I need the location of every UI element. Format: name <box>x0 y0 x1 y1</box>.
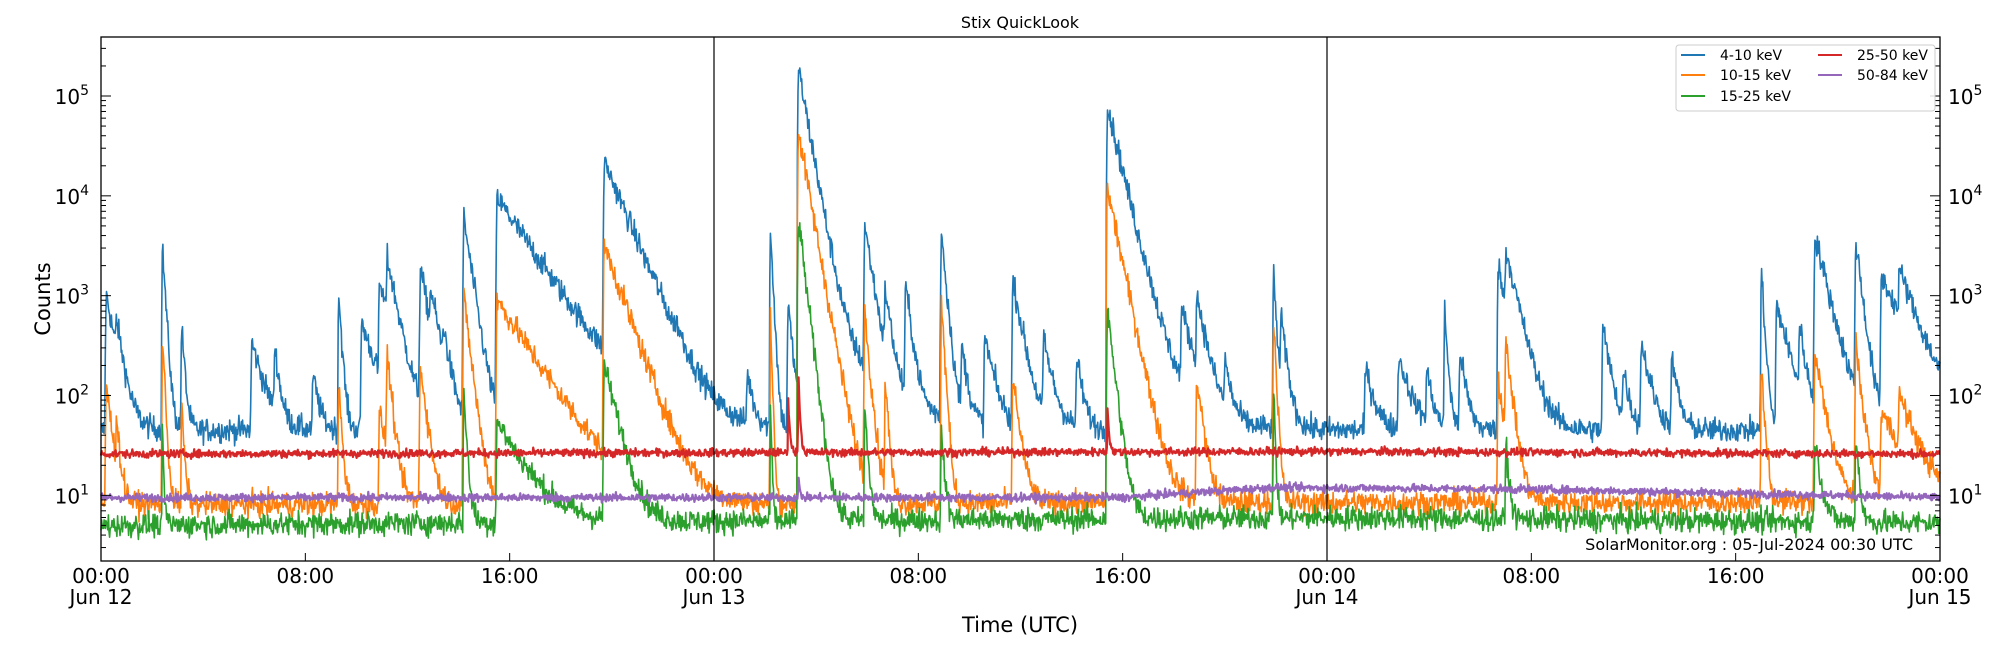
series-layer <box>99 67 1941 541</box>
legend-entry: 15-25 keV <box>1681 89 1791 105</box>
x-tick-label-time: 16:00 <box>1707 564 1765 588</box>
legend: 4-10 keV 10-15 keV 15-25 keV 25-50 keV 5… <box>1675 44 1936 112</box>
x-tick-label-time: 00:00 <box>685 564 743 588</box>
legend-entry: 4-10 keV <box>1681 48 1782 64</box>
series-line-50-84-keV <box>99 476 1941 505</box>
x-tick-label-time: 08:00 <box>277 564 335 588</box>
x-tick-label-date: Jun 12 <box>67 585 132 609</box>
y-tick-label-right: 101 <box>1948 482 1982 508</box>
y-tick-label-left: 105 <box>55 83 89 109</box>
x-tick-label-time: 08:00 <box>890 564 948 588</box>
x-tick-label-date: Jun 13 <box>680 585 745 609</box>
day-boundary-lines <box>713 37 1328 561</box>
y-tick-label-right: 104 <box>1948 183 1982 209</box>
x-tick-label-time: 00:00 <box>72 564 130 588</box>
plot-frame <box>100 36 1941 562</box>
legend-label: 4-10 keV <box>1720 48 1782 64</box>
legend-label: 50-84 keV <box>1857 68 1928 84</box>
legend-entry: 10-15 keV <box>1681 68 1791 84</box>
legend-entry: 25-50 keV <box>1818 48 1928 64</box>
x-tick-label-time: 16:00 <box>1094 564 1152 588</box>
y-tick-label-right: 105 <box>1948 83 1982 109</box>
legend-label: 15-25 keV <box>1720 89 1791 105</box>
legend-box <box>1675 44 1936 112</box>
x-tick-label-time: 16:00 <box>481 564 539 588</box>
y-axis-label: Counts <box>31 262 55 335</box>
legend-entry: 50-84 keV <box>1818 68 1928 84</box>
x-tick-label-time: 00:00 <box>1911 564 1969 588</box>
x-tick-label-time: 08:00 <box>1503 564 1561 588</box>
legend-label: 10-15 keV <box>1720 68 1791 84</box>
series-line-25-50-keV <box>99 376 1941 461</box>
x-tick-label-date: Jun 14 <box>1293 585 1358 609</box>
x-axis-label: Time (UTC) <box>961 613 1078 637</box>
series-line-15-25-keV <box>100 222 1941 541</box>
source-annotation: SolarMonitor.org : 05-Jul-2024 00:30 UTC <box>1585 535 1913 554</box>
chart-title: Stix QuickLook <box>961 13 1080 32</box>
x-tick-label-date: Jun 15 <box>1906 585 1971 609</box>
legend-label: 25-50 keV <box>1857 48 1928 64</box>
y-tick-label-right: 102 <box>1948 383 1982 409</box>
y-tick-label-left: 104 <box>55 183 89 209</box>
y-tick-label-left: 102 <box>55 383 89 409</box>
y-tick-label-left: 101 <box>55 482 89 508</box>
y-tick-label-right: 103 <box>1948 283 1982 309</box>
y-tick-label-left: 103 <box>55 283 89 309</box>
series-line-4-10-keV <box>100 67 1941 447</box>
x-tick-label-time: 00:00 <box>1298 564 1356 588</box>
series-line-10-15-keV <box>100 133 1941 523</box>
